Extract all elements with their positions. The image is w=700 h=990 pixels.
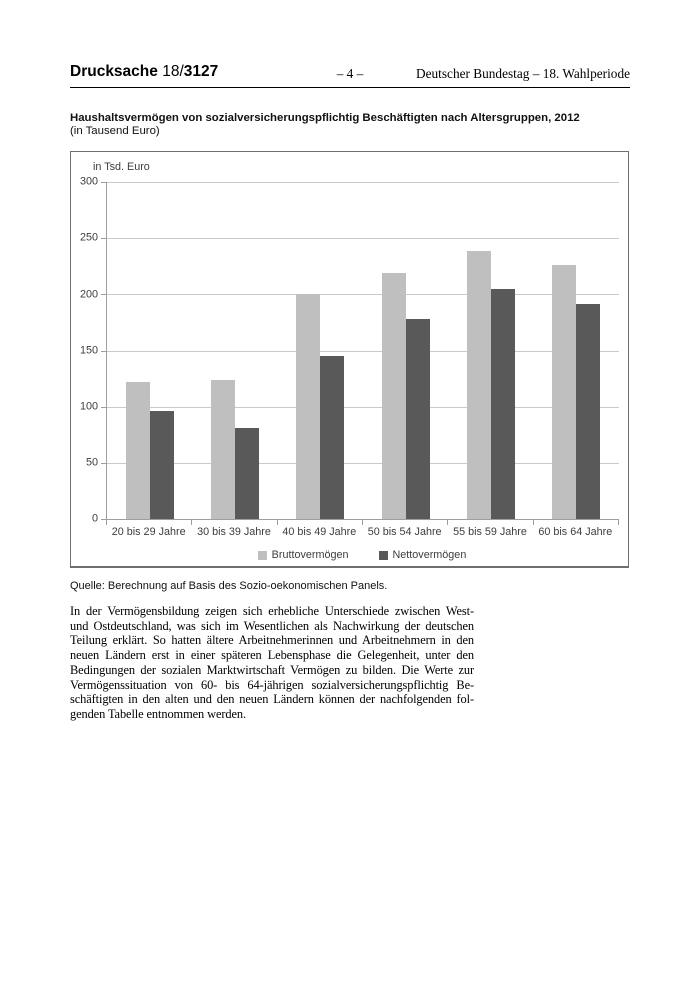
x-axis-label: 20 bis 29 Jahre	[111, 526, 186, 538]
bar-chart: in Tsd. Euro 0 50 100 150 200 250 300 20 bis 2…	[70, 151, 629, 568]
x-axis-label: 55 bis 59 Jahre	[453, 526, 527, 538]
x-axis-tick	[532, 520, 534, 525]
doc-label: Drucksache	[70, 63, 158, 80]
bar-group-60-bis-64-jahre	[534, 182, 619, 519]
y-axis-tick-labels: 0 50 100 150 200 250 300	[71, 176, 101, 524]
y-axis-tick	[101, 238, 107, 240]
body-paragraph: In der Vermögensbildung zeigen sich erhe…	[70, 604, 474, 722]
y-axis-tick-label: 0	[91, 512, 98, 525]
y-axis-tick-label: 300	[79, 175, 98, 188]
x-axis-label: 30 bis 39 Jahre	[197, 526, 271, 538]
y-axis-unit-label: in Tsd. Euro	[93, 161, 150, 173]
gridline	[107, 294, 619, 296]
source-note: Quelle: Berechnung auf Basis des Sozio-o…	[70, 580, 388, 592]
x-axis-label: 60 bis 64 Jahre	[538, 526, 613, 538]
header-right-text: Deutscher Bundestag – 18. Wahlperiode	[416, 66, 630, 81]
bar-nettoverm-gen-30-bis-39-jahre	[234, 428, 259, 519]
y-axis-tick	[101, 406, 107, 408]
y-axis-tick	[101, 462, 107, 464]
chart-legend: Bruttovermögen Nettovermögen	[106, 549, 618, 561]
bar-nettoverm-gen-55-bis-59-jahre	[490, 288, 515, 519]
legend-swatch-bruttoverm-gen	[257, 550, 267, 560]
bar-bruttoverm-gen-50-bis-54-jahre	[381, 273, 406, 519]
bar-group-55-bis-59-jahre	[448, 182, 533, 519]
bar-bruttoverm-gen-20-bis-29-jahre	[125, 381, 150, 519]
x-axis-tick	[191, 520, 193, 525]
legend-item-nettoverm-gen: Nettovermögen	[378, 549, 467, 561]
bar-nettoverm-gen-60-bis-64-jahre	[576, 304, 601, 519]
gridline	[107, 182, 619, 183]
y-axis-tick-label: 250	[79, 231, 98, 244]
y-axis-tick	[101, 350, 107, 352]
y-axis-tick	[101, 519, 107, 520]
bars-row	[107, 182, 619, 519]
x-axis-tick	[362, 520, 363, 525]
paragraph-line: neuen Ländern erst in einer späteren Leb…	[70, 648, 474, 663]
x-axis-labels: 20 bis 29 Jahre 30 bis 39 Jahre 40 bis 49 …	[106, 526, 618, 538]
gridline	[107, 406, 619, 408]
bar-nettoverm-gen-20-bis-29-jahre	[149, 411, 174, 519]
gridline	[107, 350, 619, 352]
page-header: Drucksache 18/3127 – 4 – Deutscher Bunde…	[70, 63, 630, 85]
figure-subtitle: (in Tausend Euro)	[70, 125, 160, 137]
gridline	[107, 238, 619, 240]
paragraph-line: und Ostdeutschland, was sich im Wesentli…	[70, 618, 474, 633]
x-axis-tick	[618, 520, 619, 525]
paragraph-line: Vermögenssituation von 60- bis 64-jährig…	[70, 677, 474, 692]
bar-group-40-bis-49-jahre	[278, 182, 363, 519]
paragraph-line: Teilung erklärt. So hatten ältere Arbeit…	[70, 633, 474, 648]
header-rule	[70, 87, 630, 88]
x-axis-tick	[276, 520, 278, 525]
bar-nettoverm-gen-50-bis-54-jahre	[405, 319, 430, 519]
bar-nettoverm-gen-40-bis-49-jahre	[320, 356, 345, 519]
legend-label: Bruttovermögen	[271, 549, 349, 561]
x-axis-tick	[106, 520, 107, 525]
paragraph-line: Bedingungen der sozialen Marktwirtschaft…	[70, 662, 474, 677]
y-axis-tick-label: 50	[85, 456, 98, 469]
figure-title: Haushaltsvermögen von sozialversicherung…	[70, 112, 580, 124]
bar-bruttoverm-gen-40-bis-49-jahre	[296, 294, 321, 519]
y-axis-tick	[101, 294, 107, 296]
legend-item-bruttoverm-gen: Bruttovermögen	[257, 549, 349, 561]
x-axis-tick	[447, 520, 449, 525]
x-axis-label: 40 bis 49 Jahre	[282, 526, 357, 538]
paragraph-line: genden Tabelle entnommen werden.	[70, 706, 246, 721]
x-axis-label: 50 bis 54 Jahre	[367, 526, 442, 538]
bar-group-30-bis-39-jahre	[192, 182, 277, 519]
page-number: – 4 –	[336, 66, 364, 81]
doc-number-prefix: 18/	[162, 63, 184, 80]
y-axis-tick-label: 150	[79, 344, 98, 357]
bar-bruttoverm-gen-30-bis-39-jahre	[210, 379, 235, 519]
y-axis-tick-label: 200	[79, 287, 98, 300]
y-axis-tick	[101, 182, 107, 183]
bar-group-50-bis-54-jahre	[363, 182, 448, 519]
legend-swatch-nettoverm-gen	[378, 550, 388, 560]
doc-number-value: 3127	[183, 63, 219, 80]
y-axis-tick-label: 100	[79, 400, 98, 413]
bar-group-20-bis-29-jahre	[107, 182, 192, 519]
paragraph-line: schäftigten in den alten und den neuen L…	[70, 692, 474, 707]
bar-bruttoverm-gen-55-bis-59-jahre	[466, 250, 491, 519]
paragraph-line: In der Vermögensbildung zeigen sich erhe…	[70, 604, 474, 618]
plot-area	[101, 182, 619, 525]
doc-number: Drucksache 18/3127	[70, 63, 218, 81]
bar-bruttoverm-gen-60-bis-64-jahre	[552, 265, 577, 519]
legend-label: Nettovermögen	[392, 549, 467, 561]
gridline	[107, 462, 619, 464]
